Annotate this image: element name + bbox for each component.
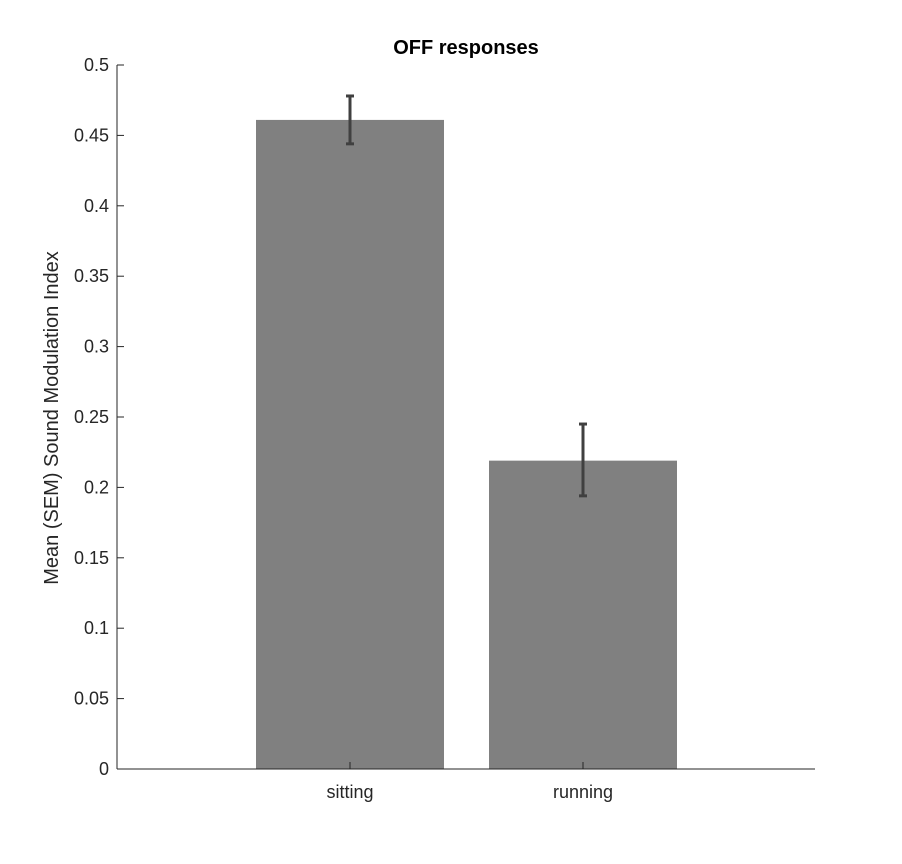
- y-tick-label: 0.3: [84, 337, 109, 357]
- x-tick-label-running: running: [553, 782, 613, 802]
- y-tick-label: 0.35: [74, 266, 109, 286]
- y-tick-label: 0.45: [74, 125, 109, 145]
- bars-group: [256, 119, 677, 770]
- bar-running: [489, 460, 677, 769]
- y-tick-label: 0.05: [74, 689, 109, 709]
- y-tick-label: 0.4: [84, 196, 109, 216]
- chart-title: OFF responses: [393, 37, 539, 59]
- error-bars-group: [346, 94, 587, 498]
- error-bar-sitting: [346, 94, 354, 146]
- error-bar-running: [579, 422, 587, 498]
- bar-sitting: [256, 119, 444, 770]
- x-tick-label-sitting: sitting: [326, 782, 373, 802]
- x-ticks-group: sitting running: [326, 762, 613, 802]
- y-axis-label: Mean (SEM) Sound Modulation Index: [41, 251, 63, 585]
- y-tick-label: 0: [99, 759, 109, 779]
- y-tick-label: 0.1: [84, 618, 109, 638]
- y-tick-label: 0.2: [84, 477, 109, 497]
- y-ticks-group: 0 0.05 0.1 0.15 0.2 0.25 0.3 0.35 0.4 0.45 0.5: [74, 55, 124, 779]
- axes-group: [116, 65, 815, 770]
- y-tick-label: 0.15: [74, 548, 109, 568]
- y-tick-label: 0.5: [84, 55, 109, 75]
- y-tick-label: 0.25: [74, 407, 109, 427]
